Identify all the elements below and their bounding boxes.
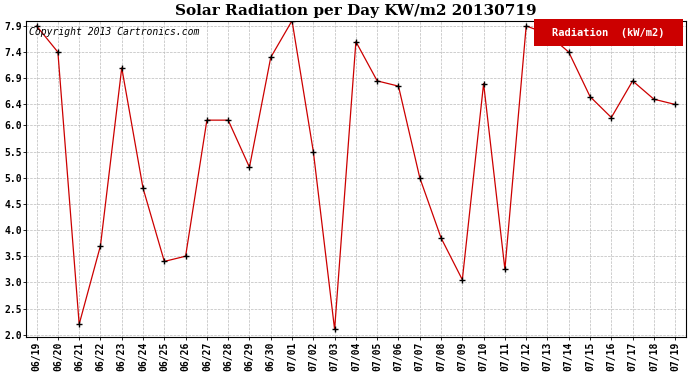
Title: Solar Radiation per Day KW/m2 20130719: Solar Radiation per Day KW/m2 20130719 [175,4,537,18]
Text: Copyright 2013 Cartronics.com: Copyright 2013 Cartronics.com [29,27,199,37]
